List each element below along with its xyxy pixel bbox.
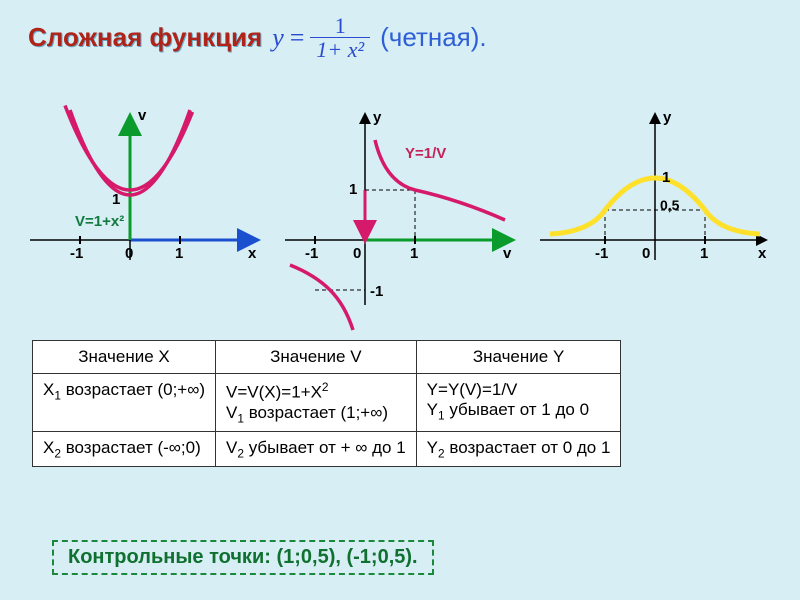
chart3-tick-1: 1 — [700, 245, 708, 262]
chart1-tick-neg1: -1 — [70, 245, 83, 262]
chart2-ytick-1: 1 — [349, 181, 357, 198]
table-cell: X1 возрастает (0;+∞) — [33, 374, 216, 432]
chart2-xaxis-label: v — [503, 245, 512, 262]
title-paren: (четная). — [380, 22, 487, 53]
chart2-tick-0: 0 — [353, 245, 361, 262]
chart2-yaxis-label: y — [373, 109, 382, 126]
table-header-x: Значение X — [33, 341, 216, 374]
chart3-xaxis-label: x — [758, 245, 767, 262]
chart2-curve-label: Y=1/V — [405, 145, 446, 162]
table-header-y: Значение Y — [416, 341, 621, 374]
chart3-tick-0: 0 — [642, 245, 650, 262]
chart1-tick-1: 1 — [175, 245, 183, 262]
chart3-yaxis-label: y — [663, 109, 672, 126]
chart2-tick-neg1: -1 — [305, 245, 318, 262]
table-cell: X2 возрастает (-∞;0) — [33, 432, 216, 467]
chart3-tick-neg1: -1 — [595, 245, 608, 262]
control-points-box: Контрольные точки: (1;0,5), (-1;0,5). — [52, 540, 434, 575]
chart1-curve-label: V=1+x² — [75, 213, 124, 230]
chart-composite: y x -1 0 1 1 0,5 — [530, 100, 780, 310]
chart1-yaxis-label: v — [138, 107, 147, 124]
formula-lhs: y — [272, 23, 284, 53]
table-cell: V=V(X)=1+X2V1 возрастает (1;+∞) — [216, 374, 417, 432]
formula-num: 1 — [329, 14, 352, 37]
table-cell: V2 убывает от + ∞ до 1 — [216, 432, 417, 467]
chart1-ytick-1: 1 — [112, 191, 120, 208]
title-main: Сложная функция — [28, 22, 262, 53]
formula-fraction: 1 1+ x² — [310, 14, 370, 61]
chart1-xaxis-label: x — [248, 245, 257, 262]
chart-hyperbola: y v -1 0 1 1 -1 Y=1/V — [275, 100, 525, 310]
formula-eq: = — [290, 23, 305, 53]
charts-row: v x -1 0 1 1 V=1+x² — [20, 100, 780, 320]
table-header-v: Значение V — [216, 341, 417, 374]
chart2-tick-1: 1 — [410, 245, 418, 262]
chart3-ytick-05: 0,5 — [660, 197, 680, 213]
chart2-ytick-neg1: -1 — [370, 283, 383, 300]
chart1-tick-0: 0 — [125, 245, 133, 262]
chart3-ytick-1: 1 — [662, 169, 670, 186]
analysis-table: Значение X Значение V Значение Y X1 возр… — [32, 340, 621, 467]
formula-den: 1+ x² — [310, 37, 370, 61]
formula: y = 1 1+ x² — [272, 14, 370, 61]
chart-parabola: v x -1 0 1 1 V=1+x² — [20, 100, 270, 310]
title-row: Сложная функция y = 1 1+ x² (четная). — [28, 14, 487, 61]
page-root: Сложная функция y = 1 1+ x² (четная). — [0, 0, 800, 600]
table-cell: Y=Y(V)=1/VY1 убывает от 1 до 0 — [416, 374, 621, 432]
table-cell: Y2 возрастает от 0 до 1 — [416, 432, 621, 467]
